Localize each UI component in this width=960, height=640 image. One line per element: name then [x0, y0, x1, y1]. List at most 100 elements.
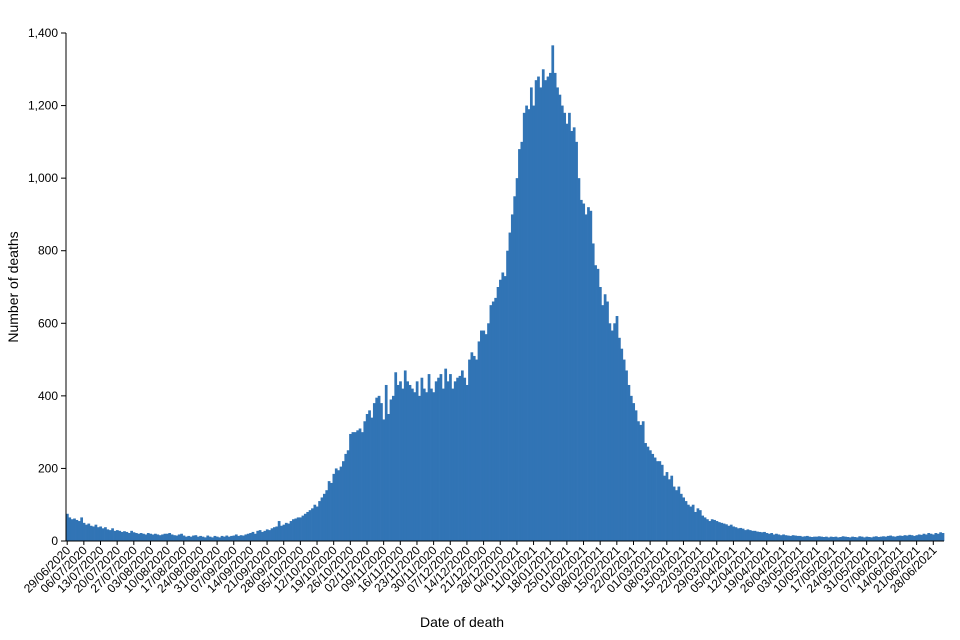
bar: [713, 519, 716, 541]
bar: [161, 534, 164, 541]
bar: [789, 535, 793, 541]
bar: [375, 397, 379, 541]
bar: [311, 508, 314, 541]
bar: [244, 534, 248, 541]
bar: [549, 72, 552, 542]
bar: [242, 535, 245, 541]
bar: [292, 519, 295, 541]
bar: [556, 87, 559, 541]
bar: [751, 530, 754, 541]
bar: [401, 388, 405, 541]
bar: [256, 530, 260, 541]
bar: [727, 525, 731, 541]
bar: [901, 535, 904, 541]
bar: [234, 534, 238, 541]
bar: [96, 527, 100, 541]
bar: [175, 535, 179, 541]
bar: [784, 535, 788, 541]
bar: [296, 517, 300, 541]
bar: [396, 384, 400, 541]
bar: [406, 381, 409, 541]
bar: [665, 472, 669, 541]
bar: [929, 533, 933, 541]
bar: [641, 421, 645, 541]
bar: [572, 127, 576, 541]
bar: [413, 392, 417, 541]
bar: [482, 330, 486, 541]
bar: [698, 510, 702, 541]
bar: [218, 537, 222, 541]
bar: [66, 513, 69, 541]
bar: [80, 517, 84, 541]
bar: [708, 521, 712, 541]
bar: [418, 395, 421, 541]
bar: [460, 370, 464, 541]
bar: [334, 468, 338, 541]
bar: [720, 522, 724, 541]
bar: [667, 479, 671, 541]
bar: [425, 392, 429, 541]
bar: [527, 109, 531, 541]
bar: [941, 533, 945, 541]
bar: [287, 523, 291, 541]
bar: [146, 533, 150, 541]
bar: [487, 323, 490, 541]
bar: [865, 536, 869, 541]
bar: [277, 521, 281, 541]
y-tick-label: 1,200: [28, 99, 58, 113]
bar: [515, 178, 519, 541]
bar: [870, 537, 873, 541]
bar: [213, 535, 217, 541]
bar: [677, 486, 681, 541]
bar: [249, 533, 252, 541]
bar: [430, 388, 433, 541]
bar: [801, 536, 804, 541]
bar: [829, 536, 833, 541]
bar: [449, 374, 452, 541]
bar: [660, 464, 664, 541]
bar: [532, 105, 536, 542]
bar: [629, 395, 633, 541]
bar: [825, 536, 828, 541]
bar: [130, 530, 133, 541]
bar: [537, 76, 540, 542]
bar: [330, 482, 333, 541]
bar: [484, 334, 488, 541]
bar: [106, 529, 110, 541]
bar: [551, 45, 555, 541]
x-axis-title: Date of death: [420, 614, 504, 630]
bar: [199, 535, 202, 541]
bar: [675, 490, 678, 541]
bar: [575, 141, 578, 541]
bar: [775, 533, 778, 541]
bar: [924, 534, 928, 541]
bar: [494, 297, 498, 541]
bar: [915, 535, 919, 541]
bar: [368, 410, 371, 541]
bar: [468, 359, 471, 541]
bar: [534, 80, 538, 542]
bar: [380, 403, 383, 541]
bar: [165, 533, 169, 541]
bar: [173, 535, 176, 541]
bar: [156, 534, 160, 541]
bar: [560, 105, 564, 542]
bar: [936, 533, 940, 541]
bar: [232, 535, 236, 541]
bar: [772, 534, 776, 541]
bar: [903, 535, 907, 541]
bar: [839, 537, 843, 541]
bar: [786, 535, 790, 541]
bar: [639, 424, 643, 541]
bar: [886, 535, 890, 541]
bar: [568, 112, 571, 541]
bar: [734, 527, 738, 541]
y-tick-label: 1,400: [28, 26, 58, 40]
bar: [646, 446, 650, 541]
bar: [913, 535, 916, 541]
bar: [710, 519, 714, 541]
bar: [344, 453, 348, 541]
bar: [470, 352, 474, 541]
bar: [349, 433, 352, 541]
bar: [741, 528, 745, 541]
